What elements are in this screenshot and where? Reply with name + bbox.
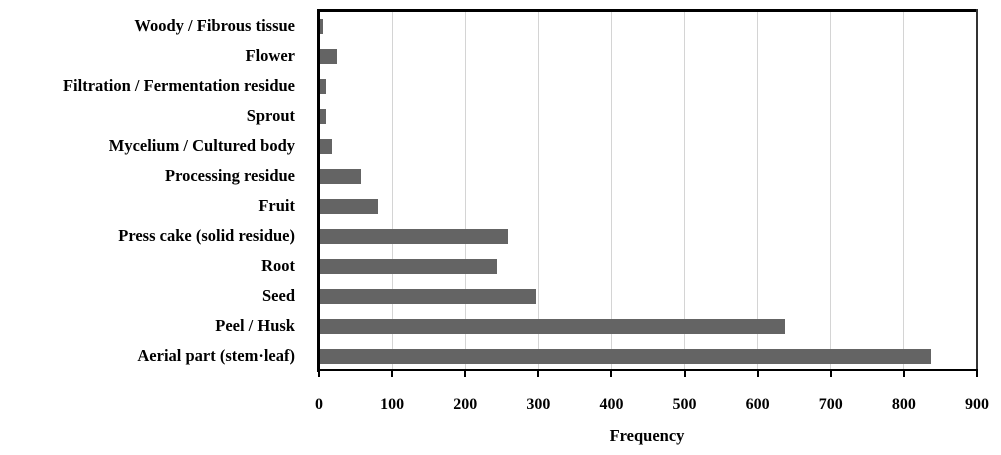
x-tick-label: 400 bbox=[599, 396, 624, 413]
bar bbox=[320, 48, 338, 64]
gridline bbox=[757, 12, 759, 369]
x-tick bbox=[902, 370, 905, 377]
x-tick-label: 700 bbox=[818, 396, 843, 413]
category-label: Peel / Husk bbox=[215, 316, 295, 335]
gridline bbox=[610, 12, 612, 369]
category-label: Processing residue bbox=[164, 166, 295, 185]
bar bbox=[320, 258, 497, 274]
category-label: Aerial part (stem·leaf) bbox=[137, 346, 295, 365]
category-label: Press cake (solid residue) bbox=[118, 226, 295, 245]
bar bbox=[320, 198, 379, 214]
bar bbox=[320, 348, 931, 364]
category-label: Sprout bbox=[246, 106, 295, 125]
gridline bbox=[903, 12, 905, 369]
x-axis-title: Frequency bbox=[609, 426, 685, 445]
category-label: Fruit bbox=[258, 196, 295, 215]
bar bbox=[320, 288, 537, 304]
x-tick bbox=[318, 370, 320, 377]
x-tick bbox=[976, 370, 978, 377]
bar bbox=[320, 78, 327, 94]
bar bbox=[320, 138, 333, 154]
x-tick-label: 100 bbox=[380, 396, 405, 413]
category-label: Flower bbox=[245, 46, 295, 65]
y-axis-line bbox=[317, 9, 320, 372]
x-tick bbox=[464, 370, 467, 377]
x-axis-line bbox=[318, 369, 978, 371]
x-tick bbox=[683, 370, 686, 377]
x-tick bbox=[537, 370, 540, 377]
x-tick bbox=[829, 370, 832, 377]
bar bbox=[320, 318, 785, 334]
category-label: Seed bbox=[262, 286, 295, 305]
x-tick-label: 200 bbox=[453, 396, 478, 413]
bar bbox=[320, 228, 509, 244]
x-tick bbox=[610, 370, 613, 377]
category-label: Woody / Fibrous tissue bbox=[134, 16, 295, 35]
x-tick-label: 300 bbox=[526, 396, 551, 413]
x-tick-label: 0 bbox=[315, 396, 323, 413]
plot-frame-top bbox=[318, 9, 978, 12]
gridline bbox=[684, 12, 686, 369]
plot-frame-right bbox=[976, 9, 978, 372]
x-tick bbox=[756, 370, 759, 377]
x-tick-label: 900 bbox=[965, 396, 989, 413]
bar bbox=[320, 168, 361, 184]
gridline bbox=[391, 12, 393, 369]
x-tick-label: 500 bbox=[672, 396, 697, 413]
category-label: Filtration / Fermentation residue bbox=[62, 76, 295, 95]
gridline bbox=[537, 12, 539, 369]
gridline bbox=[464, 12, 466, 369]
x-tick bbox=[391, 370, 394, 377]
x-tick-label: 800 bbox=[891, 396, 916, 413]
category-label: Mycelium / Cultured body bbox=[108, 136, 295, 155]
gridline bbox=[830, 12, 832, 369]
bar bbox=[320, 18, 324, 34]
x-tick-label: 600 bbox=[745, 396, 770, 413]
bar bbox=[320, 108, 327, 124]
category-label: Root bbox=[261, 256, 295, 275]
